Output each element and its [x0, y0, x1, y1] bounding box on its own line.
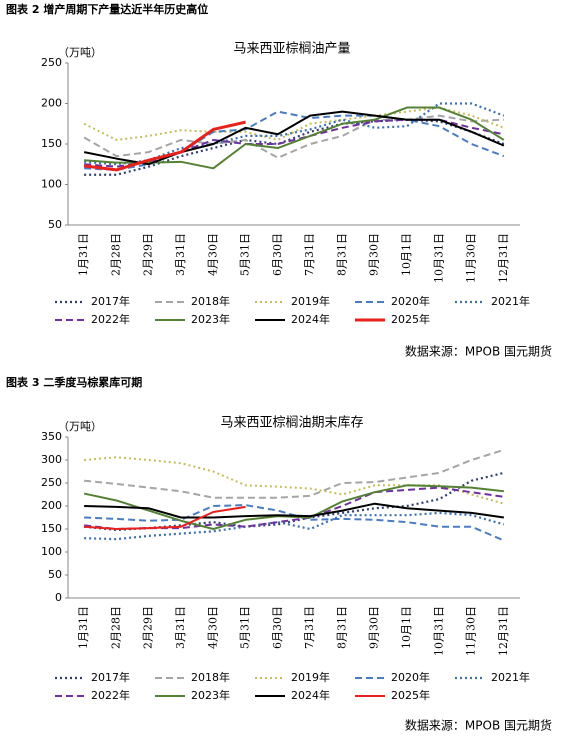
- series-line: [83, 484, 504, 530]
- legend-label: 2017年: [91, 294, 130, 308]
- x-tick-label: 2月28日: [109, 233, 122, 276]
- x-tick-label: 6月30日: [271, 233, 284, 276]
- y-tick-label: 300: [41, 453, 62, 466]
- y-tick-label: 0: [55, 591, 62, 604]
- series-line: [83, 114, 504, 159]
- y-tick-label: 100: [41, 545, 62, 558]
- x-tick-label: 1月31日: [77, 233, 90, 276]
- series-line: [84, 511, 505, 541]
- x-tick-label: 3月31日: [174, 233, 187, 276]
- x-tick-label: 10月31日: [432, 606, 445, 656]
- legend-label: 2022年: [91, 688, 130, 702]
- legend-label: 2020年: [391, 294, 430, 308]
- x-tick-label: 7月31日: [303, 606, 316, 649]
- y-tick-label: 50: [48, 218, 62, 231]
- legend-label: 2025年: [391, 312, 430, 326]
- legend-label: 2021年: [491, 670, 530, 684]
- y-unit: （万吨）: [58, 46, 102, 59]
- legend-label: 2022年: [91, 312, 130, 326]
- series-line: [84, 505, 246, 530]
- y-tick-label: 150: [41, 522, 62, 535]
- chart-title: 马来西亚棕榈油产量: [233, 42, 350, 57]
- legend-label: 2019年: [291, 670, 330, 684]
- y-tick-label: 350: [41, 430, 62, 443]
- x-tick-label: 11月30日: [465, 233, 478, 283]
- legend-label: 2025年: [391, 688, 430, 702]
- x-tick-label: 12月31日: [497, 606, 510, 656]
- series-line: [84, 502, 504, 519]
- x-tick-label: 2月29日: [142, 233, 155, 276]
- legend-label: 2021年: [491, 294, 530, 308]
- legend-label: 2018年: [191, 294, 230, 308]
- source-note: 数据来源：MPOB 国元期货: [405, 718, 552, 733]
- x-tick-label: 2月28日: [109, 606, 122, 649]
- x-tick-label: 4月30日: [206, 606, 219, 649]
- figure-caption: 图表 3 二季度马棕累库可期: [6, 375, 142, 389]
- x-tick-label: 8月31日: [335, 233, 348, 276]
- series-line: [84, 471, 505, 532]
- series-line: [83, 110, 505, 166]
- y-tick-label: 200: [41, 97, 62, 110]
- series-line: [84, 102, 505, 166]
- series-line: [83, 120, 246, 172]
- x-tick-label: 5月31日: [239, 606, 252, 649]
- x-tick-label: 3月31日: [174, 606, 187, 649]
- legend-label: 2024年: [291, 312, 330, 326]
- legend-label: 2018年: [191, 670, 230, 684]
- x-tick-label: 10月1日: [400, 233, 413, 276]
- y-tick-label: 50: [48, 568, 62, 581]
- x-tick-label: 2月29日: [142, 606, 155, 649]
- y-tick-label: 250: [41, 56, 62, 69]
- x-tick-label: 6月30日: [271, 606, 284, 649]
- x-tick-label: 10月31日: [432, 233, 445, 283]
- x-tick-label: 1月31日: [77, 606, 90, 649]
- legend-label: 2023年: [191, 312, 230, 326]
- y-unit: （万吨）: [58, 420, 102, 433]
- legend-label: 2017年: [91, 670, 130, 684]
- series-line: [84, 448, 505, 499]
- y-tick-label: 100: [41, 178, 62, 191]
- legend-label: 2024年: [291, 688, 330, 702]
- y-tick-label: 200: [41, 499, 62, 512]
- x-tick-label: 8月31日: [335, 606, 348, 649]
- x-tick-label: 4月30日: [206, 233, 219, 276]
- figure-caption: 图表 2 增产周期下产量达近半年历史高位: [6, 2, 208, 16]
- y-tick-label: 250: [41, 476, 62, 489]
- x-tick-label: 7月31日: [303, 233, 316, 276]
- legend-label: 2023年: [191, 688, 230, 702]
- x-tick-label: 11月30日: [465, 606, 478, 656]
- y-tick-label: 150: [41, 137, 62, 150]
- series-line: [84, 118, 505, 176]
- source-note: 数据来源：MPOB 国元期货: [405, 344, 552, 359]
- legend-label: 2019年: [291, 294, 330, 308]
- x-tick-label: 5月31日: [239, 233, 252, 276]
- series-line: [83, 106, 505, 141]
- x-tick-label: 9月30日: [368, 233, 381, 276]
- x-tick-label: 12月31日: [497, 233, 510, 283]
- chart-title: 马来西亚棕榈油期末库存: [220, 415, 363, 431]
- legend-label: 2020年: [391, 670, 430, 684]
- x-tick-label: 10月1日: [400, 606, 413, 649]
- x-tick-label: 9月30日: [368, 606, 381, 649]
